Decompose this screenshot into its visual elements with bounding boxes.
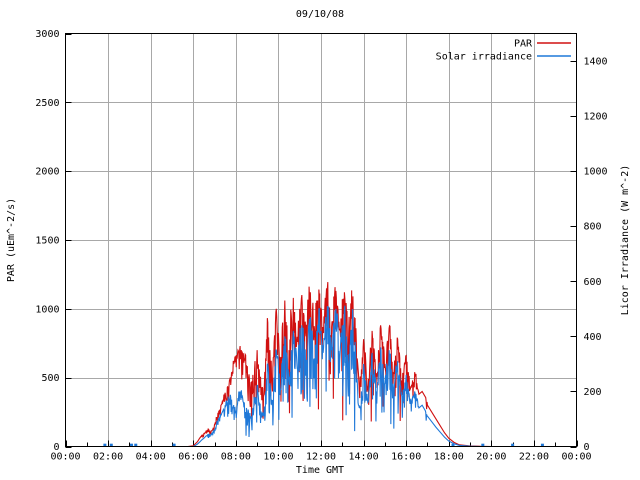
x-axis-tick-label: 08:00: [221, 452, 251, 463]
x-axis-tick-label: 18:00: [434, 452, 464, 463]
chart-legend: PAR Solar irradiance: [436, 39, 571, 63]
x-axis-tick-label: 02:00: [93, 452, 123, 463]
legend-label-par: PAR: [514, 39, 533, 50]
night-noise-marker: [109, 443, 113, 447]
night-noise-marker: [172, 443, 176, 447]
night-noise-marker: [451, 443, 455, 447]
x-axis-tick-label: 20:00: [476, 452, 506, 463]
y-axis-right-tick-label: 1200: [584, 112, 608, 123]
y-axis-right-tick-label: 1400: [584, 57, 608, 68]
chart-title: 09/10/08: [296, 9, 344, 20]
data-series: [65, 282, 556, 448]
y-axis-right-tick-label: 1000: [584, 167, 608, 178]
x-axis-tick-label: 12:00: [306, 452, 336, 463]
x-axis-tick-label: 14:00: [349, 452, 379, 463]
y-axis-right-tick-labels: 0 200 400 600 800 1000 1200 1400: [584, 57, 608, 453]
y-axis-right-tick-label: 600: [584, 277, 602, 288]
x-axis-tick-labels: 00:00 02:00 04:00 06:00 08:00 10:00 12:00 14:00…: [50, 452, 591, 463]
gridlines: [65, 33, 577, 447]
y-axis-left-tick-label: 0: [53, 442, 59, 453]
x-axis-tick-label: 00:00: [50, 452, 80, 463]
y-axis-left-tick-label: 500: [41, 373, 59, 384]
x-axis-tick-label: 22:00: [519, 452, 549, 463]
legend-label-solar-irradiance: Solar irradiance: [436, 52, 532, 63]
y-axis-left-tick-labels: 0 500 1000 1500 2000 2500 3000: [35, 29, 59, 453]
x-axis-title: Time GMT: [296, 465, 344, 476]
y-axis-right-title: Licor Irradiance (W m^-2): [620, 165, 631, 316]
y-axis-left-tick-label: 1000: [35, 304, 59, 315]
y-axis-left-tick-label: 2000: [35, 167, 59, 178]
y-axis-right-tick-label: 200: [584, 387, 602, 398]
x-axis-tick-label: 00:00: [561, 452, 591, 463]
plot-frame: [64, 32, 578, 448]
y-axis-right-tick-label: 400: [584, 332, 602, 343]
night-noise-marker: [540, 443, 544, 447]
x-axis-tick-label: 04:00: [136, 452, 166, 463]
night-noise-marker: [481, 443, 485, 447]
series-line-solar-irradiance: [65, 305, 534, 448]
y-axis-left-title: PAR (uEm^-2/s): [6, 198, 17, 282]
night-noise-marker: [134, 443, 138, 447]
y-axis-left-tick-label: 1500: [35, 236, 59, 247]
y-axis-left-tick-label: 3000: [35, 29, 59, 40]
night-noise-marker: [511, 443, 515, 447]
y-axis-right-tick-label: 800: [584, 222, 602, 233]
night-noise-markers: [103, 443, 544, 447]
y-axis-left-tick-label: 2500: [35, 98, 59, 109]
x-axis-tick-label: 06:00: [178, 452, 208, 463]
night-noise-marker: [103, 443, 107, 447]
x-axis-tick-label: 16:00: [391, 452, 421, 463]
night-noise-marker: [130, 443, 134, 447]
x-axis-tick-label: 10:00: [263, 452, 293, 463]
y-axis-right-tick-label: 0: [584, 442, 590, 453]
